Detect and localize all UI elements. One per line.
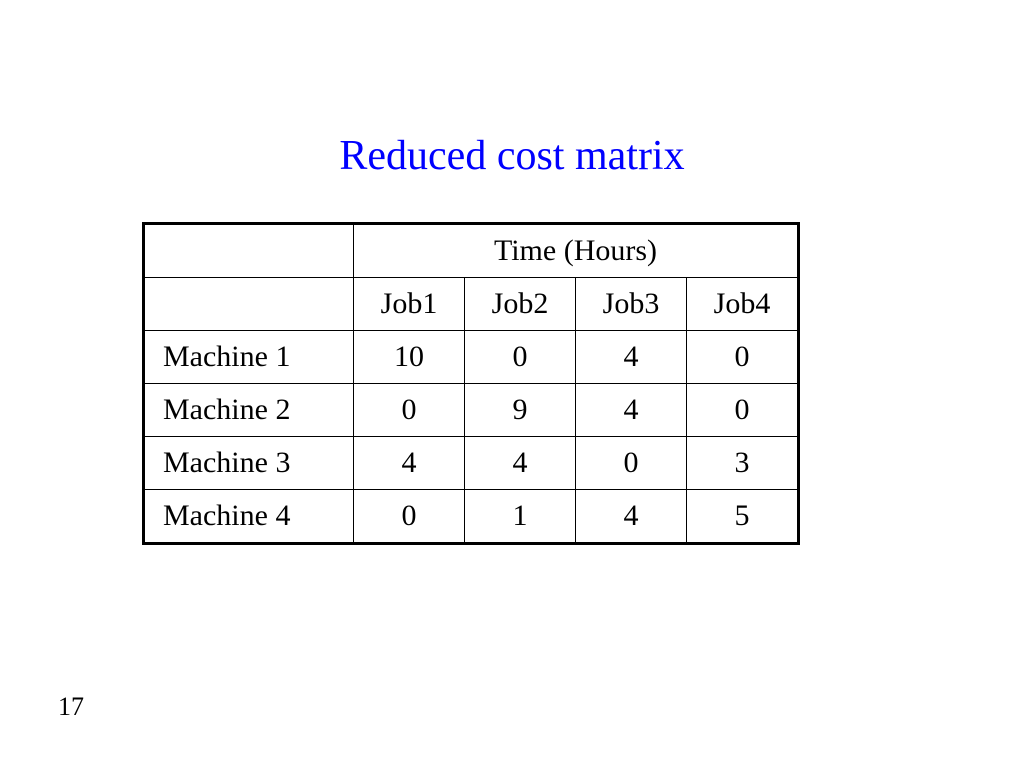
cell: 5 [687,490,799,544]
slide: Reduced cost matrix Time (Hours) Job1 Jo… [0,0,1024,768]
cell: 3 [687,437,799,490]
table-header-row-2: Job1 Job2 Job3 Job4 [144,278,799,331]
table-row: Machine 1 10 0 4 0 [144,331,799,384]
col-header-job4: Job4 [687,278,799,331]
col-header-job2: Job2 [465,278,576,331]
row-label: Machine 3 [144,437,354,490]
row-label: Machine 2 [144,384,354,437]
cell: 4 [576,331,687,384]
col-header-job3: Job3 [576,278,687,331]
cell: 4 [576,490,687,544]
cell: 0 [687,331,799,384]
cost-matrix-table-wrap: Time (Hours) Job1 Job2 Job3 Job4 Machine… [142,222,800,545]
time-hours-header: Time (Hours) [354,224,799,278]
header-empty-cell [144,224,354,278]
cell: 0 [687,384,799,437]
slide-title: Reduced cost matrix [0,132,1024,180]
cell: 0 [465,331,576,384]
table-row: Machine 2 0 9 4 0 [144,384,799,437]
cost-matrix-table: Time (Hours) Job1 Job2 Job3 Job4 Machine… [142,222,800,545]
cell: 1 [465,490,576,544]
row-label: Machine 1 [144,331,354,384]
table-row: Machine 4 0 1 4 5 [144,490,799,544]
cell: 4 [576,384,687,437]
table-header-row-1: Time (Hours) [144,224,799,278]
header-empty-cell-2 [144,278,354,331]
cell: 0 [354,490,465,544]
row-label: Machine 4 [144,490,354,544]
col-header-job1: Job1 [354,278,465,331]
page-number: 17 [58,692,84,722]
table-row: Machine 3 4 4 0 3 [144,437,799,490]
cell: 0 [576,437,687,490]
cell: 9 [465,384,576,437]
cell: 4 [354,437,465,490]
cell: 0 [354,384,465,437]
cell: 4 [465,437,576,490]
cell: 10 [354,331,465,384]
